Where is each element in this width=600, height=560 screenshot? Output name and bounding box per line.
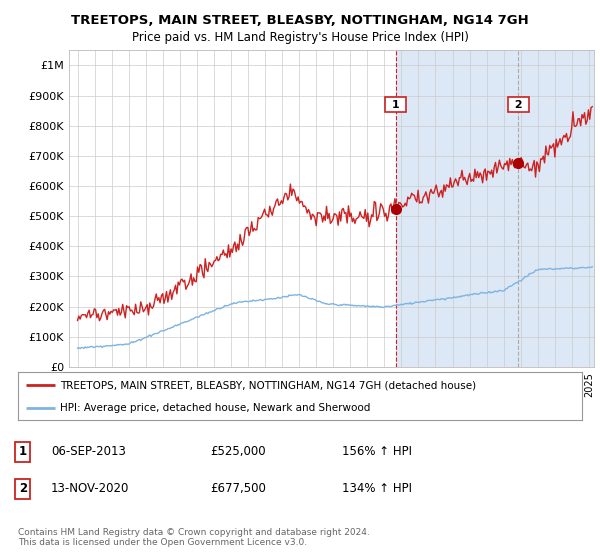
Text: 06-SEP-2013: 06-SEP-2013 [51, 445, 126, 459]
Text: 1: 1 [388, 100, 404, 110]
Text: 1: 1 [19, 445, 27, 459]
Bar [396, 50, 594, 367]
Text: £525,000: £525,000 [210, 445, 266, 459]
Text: Price paid vs. HM Land Registry's House Price Index (HPI): Price paid vs. HM Land Registry's House … [131, 31, 469, 44]
Text: 13-NOV-2020: 13-NOV-2020 [51, 482, 130, 496]
Text: TREETOPS, MAIN STREET, BLEASBY, NOTTINGHAM, NG14 7GH: TREETOPS, MAIN STREET, BLEASBY, NOTTINGH… [71, 14, 529, 27]
Text: HPI: Average price, detached house, Newark and Sherwood: HPI: Average price, detached house, Newa… [60, 403, 371, 413]
Text: TREETOPS, MAIN STREET, BLEASBY, NOTTINGHAM, NG14 7GH (detached house): TREETOPS, MAIN STREET, BLEASBY, NOTTINGH… [60, 380, 476, 390]
Text: 2: 2 [511, 100, 526, 110]
Text: Contains HM Land Registry data © Crown copyright and database right 2024.
This d: Contains HM Land Registry data © Crown c… [18, 528, 370, 547]
Text: 2: 2 [19, 482, 27, 496]
Text: £677,500: £677,500 [210, 482, 266, 496]
Text: 134% ↑ HPI: 134% ↑ HPI [342, 482, 412, 496]
Text: 156% ↑ HPI: 156% ↑ HPI [342, 445, 412, 459]
